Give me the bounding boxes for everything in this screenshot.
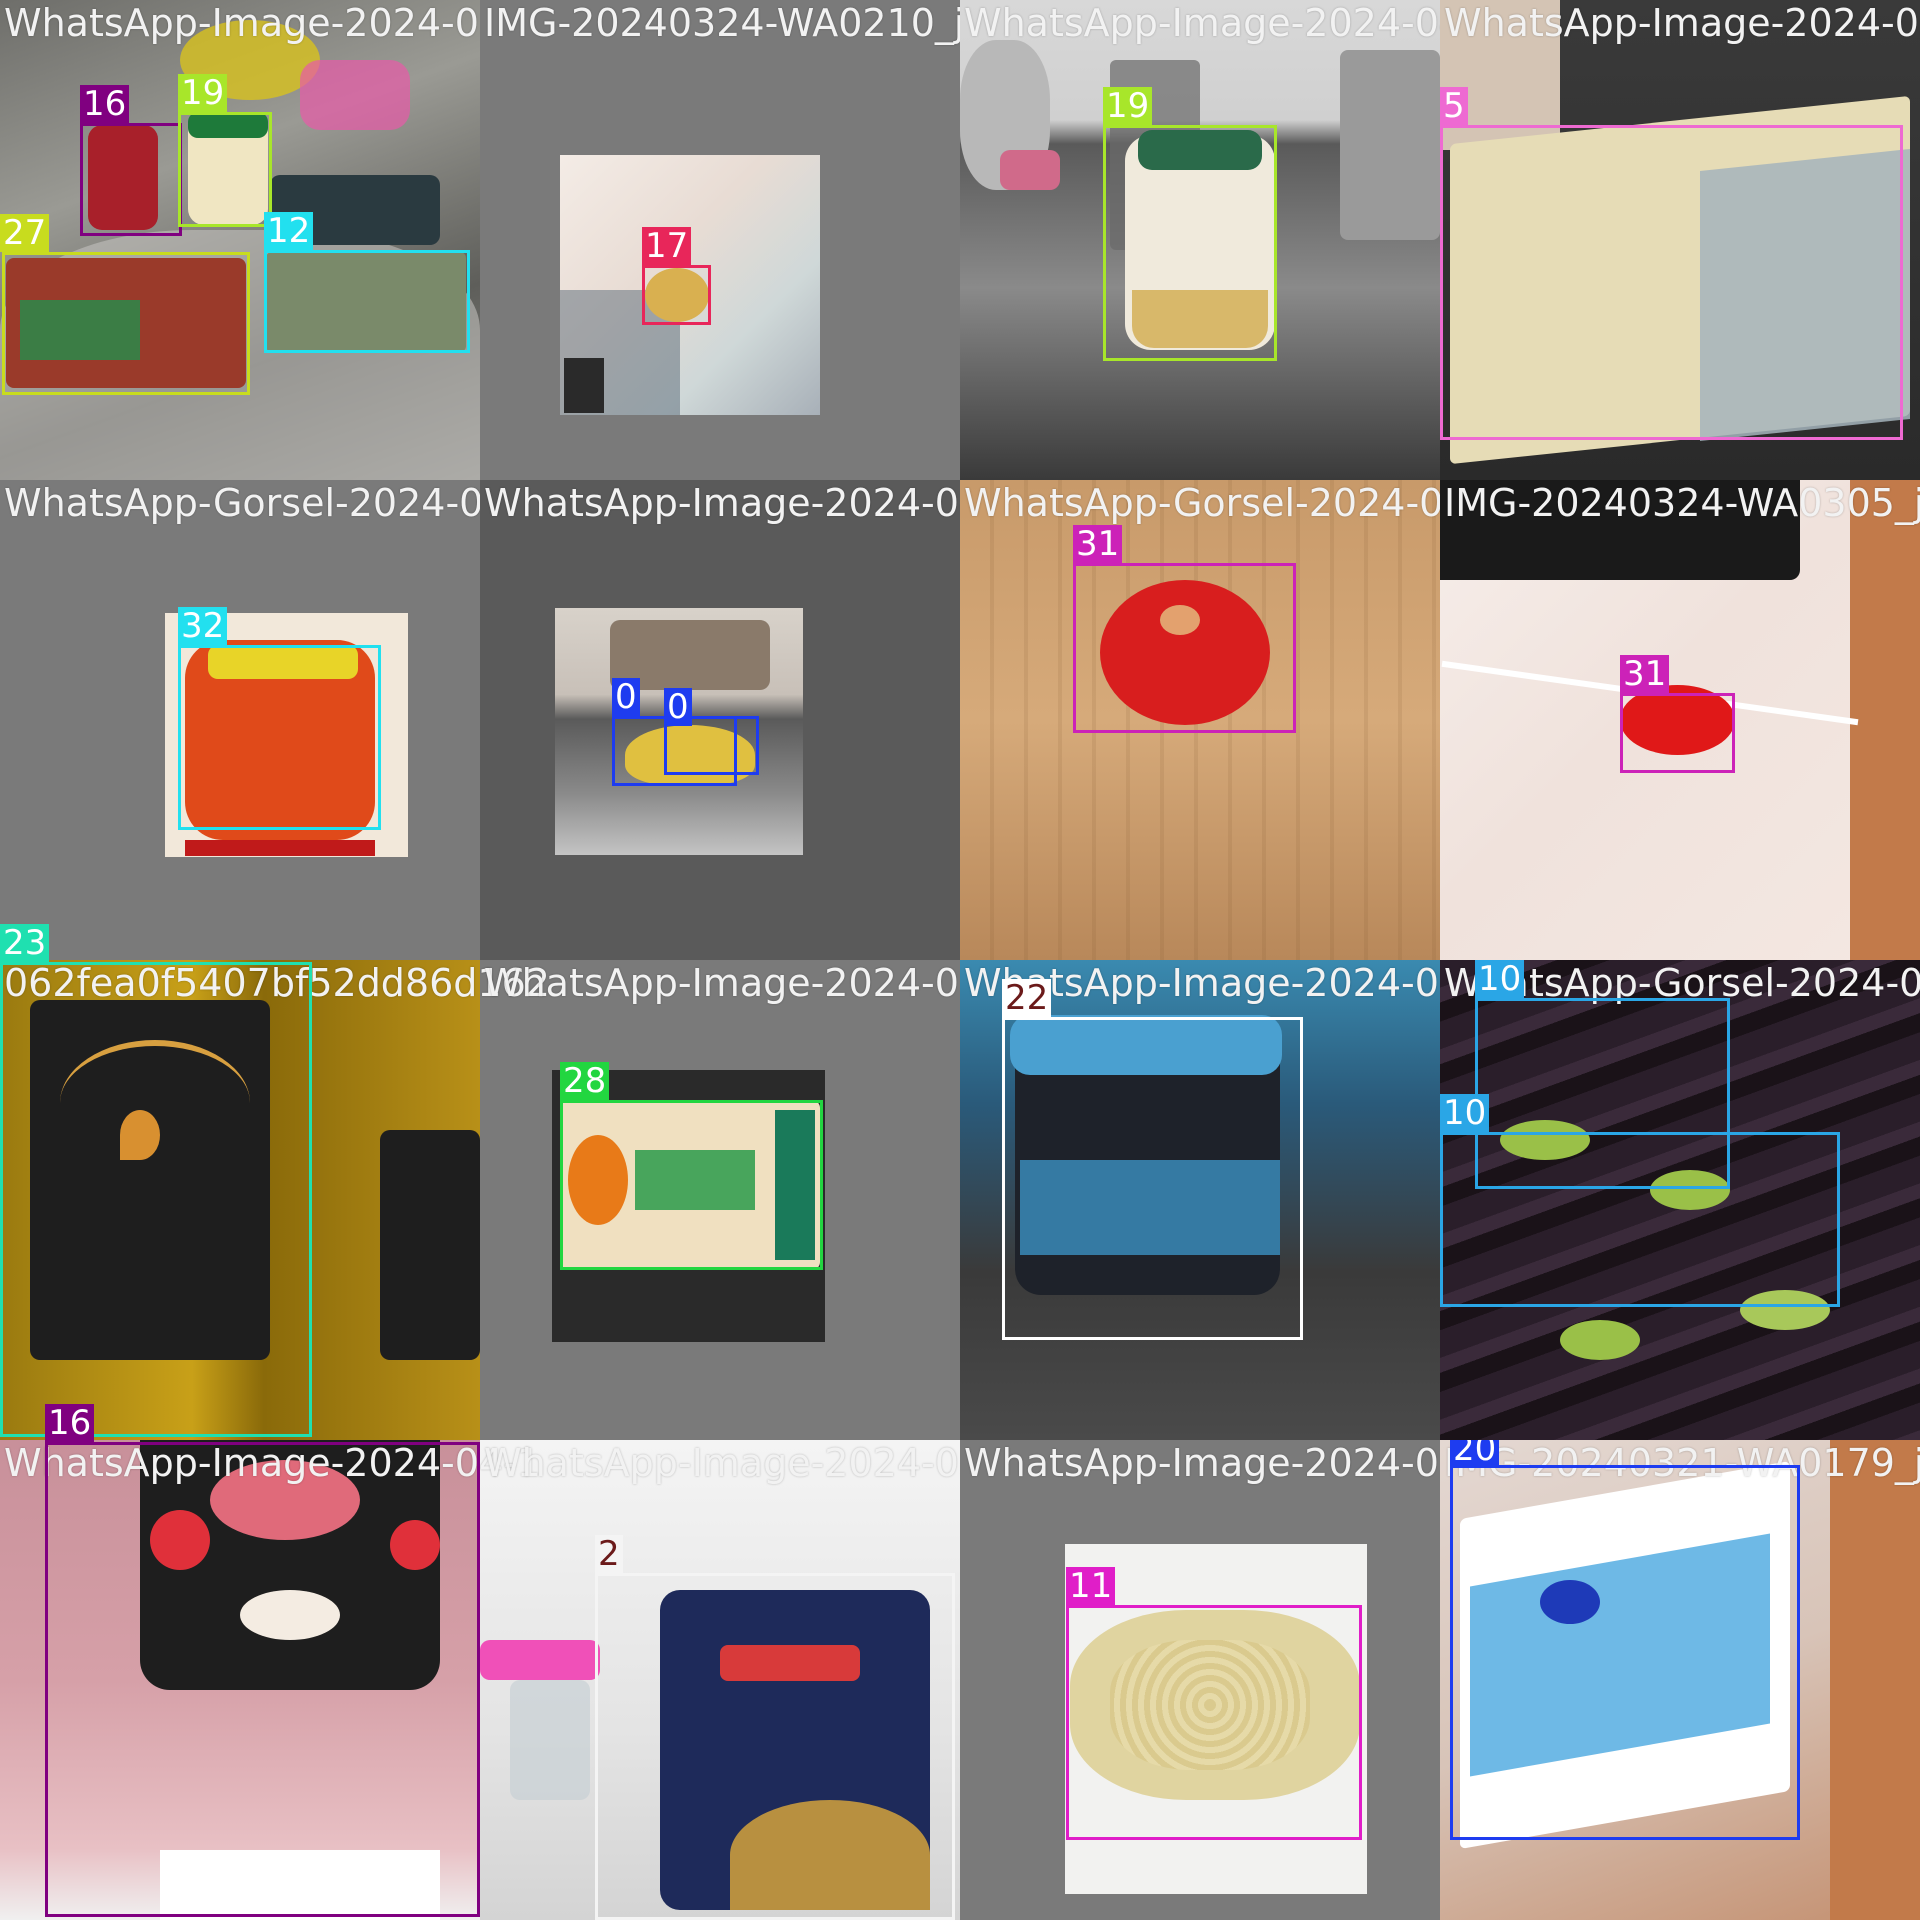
tile-filename: WhatsApp-Image-2024-04-1 bbox=[964, 1, 1440, 45]
tile-filename: IMG-20240324-WA0210_jpg bbox=[484, 1, 960, 45]
detection-box bbox=[1103, 125, 1277, 361]
class-label: 0 bbox=[664, 688, 692, 726]
tile-filename: WhatsApp-Image-2024-03-2 bbox=[484, 961, 960, 1005]
tile-photo bbox=[960, 0, 1440, 480]
class-label: 10 bbox=[1440, 1094, 1490, 1132]
tile-filename: WhatsApp-Image-2024-04-0 bbox=[484, 481, 960, 525]
detection-box bbox=[1620, 693, 1735, 773]
class-label: 16 bbox=[80, 85, 130, 123]
tile-photo bbox=[1440, 1440, 1920, 1920]
detection-box bbox=[1066, 1605, 1362, 1840]
tile-photo bbox=[480, 0, 960, 480]
detection-box bbox=[80, 123, 182, 236]
tile-15: WhatsApp-Image-2024-03-3 11 bbox=[960, 1440, 1440, 1920]
detection-box bbox=[2, 252, 250, 395]
tile-photo bbox=[480, 1440, 960, 1920]
tile-photo bbox=[1440, 960, 1920, 1440]
class-label: 19 bbox=[1103, 87, 1153, 125]
class-label: 31 bbox=[1620, 655, 1670, 693]
tile-16: IMG-20240321-WA0179_jpg 20 bbox=[1440, 1440, 1920, 1920]
tile-13: WhatsApp-Image-2024-04-1 16 bbox=[0, 1404, 541, 1920]
class-label: 5 bbox=[1440, 87, 1468, 125]
tile-photo bbox=[480, 480, 960, 960]
tile-photo bbox=[0, 960, 480, 1440]
tile-9: 062fea0f5407bf52dd86d162 23 bbox=[0, 924, 550, 1440]
detection-box bbox=[642, 265, 711, 325]
tile-6: WhatsApp-Image-2024-04-0 0 0 bbox=[480, 480, 960, 960]
tile-filename: WhatsApp-Gorsel-2024-03-2 bbox=[4, 481, 480, 525]
detection-box bbox=[1002, 1017, 1303, 1340]
class-label: 22 bbox=[1002, 979, 1052, 1017]
detection-box bbox=[0, 962, 312, 1437]
tile-11: WhatsApp-Image-2024-03-2 22 bbox=[960, 960, 1440, 1440]
tile-photo bbox=[0, 1440, 480, 1920]
detection-box bbox=[1073, 563, 1296, 733]
tile-filename: WhatsApp-Image-2024-04-1 bbox=[4, 1441, 541, 1485]
detection-box bbox=[595, 1573, 955, 1920]
tile-8: IMG-20240324-WA0305_jpg 31 bbox=[1440, 480, 1920, 960]
tile-filename: WhatsApp-Image-2024-03-0 bbox=[4, 1, 480, 45]
tile-filename: WhatsApp-Image-2024-03-3 bbox=[964, 1441, 1440, 1485]
class-label: 11 bbox=[1066, 1567, 1116, 1605]
class-label: 28 bbox=[560, 1062, 610, 1100]
tile-photo bbox=[0, 0, 480, 480]
class-label: 0 bbox=[612, 678, 640, 716]
class-label: 17 bbox=[642, 227, 692, 265]
tile-7: WhatsApp-Gorsel-2024-03-2 31 bbox=[960, 480, 1440, 960]
tile-filename: IMG-20240321-WA0179_jpg bbox=[1444, 1441, 1920, 1485]
detection-box bbox=[264, 250, 470, 353]
class-label: 31 bbox=[1073, 525, 1123, 563]
class-label: 2 bbox=[595, 1535, 623, 1573]
tile-2: IMG-20240324-WA0210_jpg 17 bbox=[480, 0, 960, 480]
tile-photo bbox=[0, 480, 480, 960]
detection-box bbox=[1475, 998, 1730, 1189]
tile-filename: WhatsApp-Image-2024-03-0 bbox=[484, 1441, 960, 1485]
tile-filename: 062fea0f5407bf52dd86d162 bbox=[4, 961, 550, 1005]
tile-filename: WhatsApp-Image-2024-03-2 bbox=[1444, 1, 1920, 45]
class-label: 20 bbox=[1450, 1440, 1500, 1468]
tile-photo bbox=[960, 960, 1440, 1440]
tile-photo bbox=[1440, 480, 1920, 960]
tile-10: WhatsApp-Image-2024-03-2 28 bbox=[480, 960, 960, 1440]
class-label: 10 bbox=[1475, 960, 1525, 998]
detection-box bbox=[664, 716, 759, 775]
class-label: 19 bbox=[178, 74, 228, 112]
detection-box bbox=[1450, 1465, 1800, 1840]
class-label: 12 bbox=[264, 212, 314, 250]
detection-box bbox=[178, 645, 381, 830]
tile-4: WhatsApp-Image-2024-03-2 5 bbox=[1440, 0, 1920, 480]
detection-box bbox=[178, 112, 272, 227]
detection-box bbox=[45, 1442, 480, 1917]
tile-filename: WhatsApp-Gorsel-2024-03-2 bbox=[964, 481, 1440, 525]
tile-14: WhatsApp-Image-2024-03-0 2 bbox=[480, 1440, 960, 1920]
tile-1: WhatsApp-Image-2024-03-0 16 19 27 12 bbox=[0, 0, 480, 480]
detection-box bbox=[560, 1100, 823, 1270]
class-label: 23 bbox=[0, 924, 50, 962]
class-label: 16 bbox=[45, 1404, 95, 1442]
tile-12: WhatsApp-Gorsel-2024-03-2 10 10 bbox=[1440, 960, 1920, 1440]
tile-filename: IMG-20240324-WA0305_jpg bbox=[1444, 481, 1920, 525]
tile-5: WhatsApp-Gorsel-2024-03-2 32 bbox=[0, 480, 480, 960]
detection-box bbox=[1440, 125, 1903, 440]
class-label: 27 bbox=[0, 214, 50, 252]
detection-box bbox=[1440, 1132, 1840, 1307]
tile-photo bbox=[960, 480, 1440, 960]
class-label: 32 bbox=[178, 607, 228, 645]
tile-3: WhatsApp-Image-2024-04-1 19 bbox=[960, 0, 1440, 480]
